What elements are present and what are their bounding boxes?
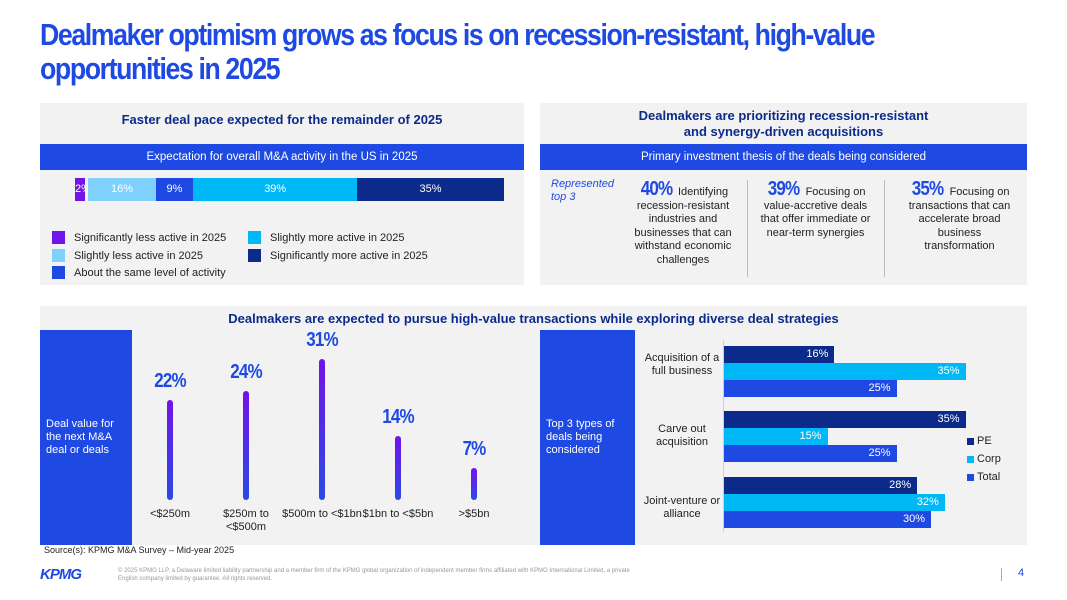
legend-swatch — [248, 231, 261, 244]
thesis-pct: 35% — [912, 178, 944, 200]
value-label: 22% — [154, 369, 186, 392]
stacked-segment: 39% — [193, 178, 358, 201]
value-bar — [243, 390, 249, 500]
legend-item: About the same level of activity — [52, 266, 226, 279]
represented-note: Represented top 3 — [551, 178, 614, 203]
thesis-item: 39% Focusing on value-accretive deals th… — [758, 178, 873, 240]
divider — [884, 180, 885, 277]
legend-swatch — [52, 231, 65, 244]
x-tick-label: $500m to <$1bn — [282, 508, 362, 520]
legend-label: Significantly less active in 2025 — [74, 231, 227, 244]
value-bar — [167, 399, 173, 500]
legend-label: Slightly more active in 2025 — [270, 231, 405, 244]
x-tick-label: $1bn to <$5bn — [362, 508, 434, 520]
thesis-heading: Dealmakers are prioritizing recession-re… — [638, 108, 929, 139]
page-number: 4 — [1018, 567, 1025, 579]
divider — [747, 180, 748, 277]
thesis-item: 40% Identifying recession-resistant indu… — [628, 178, 738, 267]
deal-pace-heading: Faster deal pace expected for the remain… — [121, 112, 443, 127]
category-label: Acquisition of a full business — [644, 352, 720, 377]
value-label: 7% — [462, 438, 487, 461]
legal-text: © 2025 KPMG LLP, a Delaware limited liab… — [118, 568, 630, 582]
bar-pe: 35% — [724, 411, 966, 428]
bar-corp: 32% — [724, 494, 945, 511]
legend-swatch — [967, 455, 974, 463]
stacked-segment: 9% — [155, 178, 194, 201]
axis-line — [723, 340, 724, 532]
value-label: 14% — [382, 406, 414, 429]
x-tick-label: <$250m — [149, 508, 191, 520]
bar-pe: 16% — [724, 346, 835, 363]
deal-value-label: Deal value for the next M&A deal or deal… — [40, 330, 132, 545]
legend-label: Significantly more active in 2025 — [270, 249, 428, 262]
legend-swatch — [52, 249, 65, 262]
bar-corp: 35% — [724, 363, 966, 380]
thesis-text: Focusing on transactions that can accele… — [908, 186, 1011, 252]
legend-item: Significantly less active in 2025 — [52, 231, 226, 244]
deal-types-label: Top 3 types of deals being considered — [540, 330, 635, 545]
x-tick-label: >$5bn — [458, 508, 490, 520]
thesis-text: Focusing on value-accretive deals that o… — [760, 186, 871, 239]
thesis-item: 35% Focusing on transactions that can ac… — [902, 178, 1017, 254]
thesis-text: Identifying recession-resistant industri… — [634, 186, 732, 266]
page-title: Dealmaker optimism grows as focus is on … — [40, 17, 876, 86]
legend-label: Slightly less active in 2025 — [74, 249, 204, 262]
legend-swatch — [967, 473, 974, 481]
thesis-panel — [540, 103, 1027, 285]
legend-item: Significantly more active in 2025 — [248, 249, 428, 262]
deal-pace-strip: Expectation for overall M&A activity in … — [40, 144, 524, 170]
divider — [1001, 568, 1002, 581]
legend-label: PE — [977, 435, 992, 447]
bar-total: 25% — [724, 380, 897, 397]
value-bar — [471, 468, 477, 500]
legend-item: PE — [967, 435, 992, 447]
value-bar — [319, 358, 325, 500]
thesis-pct: 40% — [640, 178, 673, 200]
bar-total: 25% — [724, 445, 897, 462]
legend-item: Total — [967, 471, 1000, 483]
value-label: 24% — [230, 360, 262, 383]
legend-item: Slightly less active in 2025 — [52, 249, 203, 262]
source-note: Source(s): KPMG M&A Survey – Mid-year 20… — [44, 545, 235, 555]
thesis-pct: 39% — [768, 178, 800, 200]
stacked-segment: 16% — [88, 178, 156, 201]
bar-corp: 15% — [724, 428, 828, 445]
thesis-strip: Primary investment thesis of the deals b… — [540, 144, 1027, 170]
stacked-segment: 2% — [75, 178, 91, 201]
legend-label: Total — [977, 471, 1001, 483]
category-label: Joint-venture or alliance — [643, 495, 721, 520]
legend-item: Corp — [967, 453, 1001, 465]
stacked-bar: 2% 16% 9% 39% 35% — [75, 178, 504, 201]
strategy-heading: Dealmakers are expected to pursue high-v… — [228, 311, 839, 326]
value-bar — [395, 436, 401, 500]
legend-swatch — [967, 437, 974, 445]
legend-swatch — [52, 266, 65, 279]
kpmg-logo: KPMG — [40, 566, 82, 583]
legend-label: About the same level of activity — [74, 266, 226, 279]
category-label: Carve out acquisition — [656, 423, 708, 448]
legend-label: Corp — [977, 453, 1001, 465]
stacked-segment: 35% — [357, 178, 504, 201]
x-tick-label: $250m to <$500m — [223, 508, 269, 533]
value-label: 31% — [306, 328, 338, 351]
bar-pe: 28% — [724, 477, 918, 494]
legend-swatch — [248, 249, 261, 262]
legend-item: Slightly more active in 2025 — [248, 231, 405, 244]
bar-total: 30% — [724, 511, 931, 528]
